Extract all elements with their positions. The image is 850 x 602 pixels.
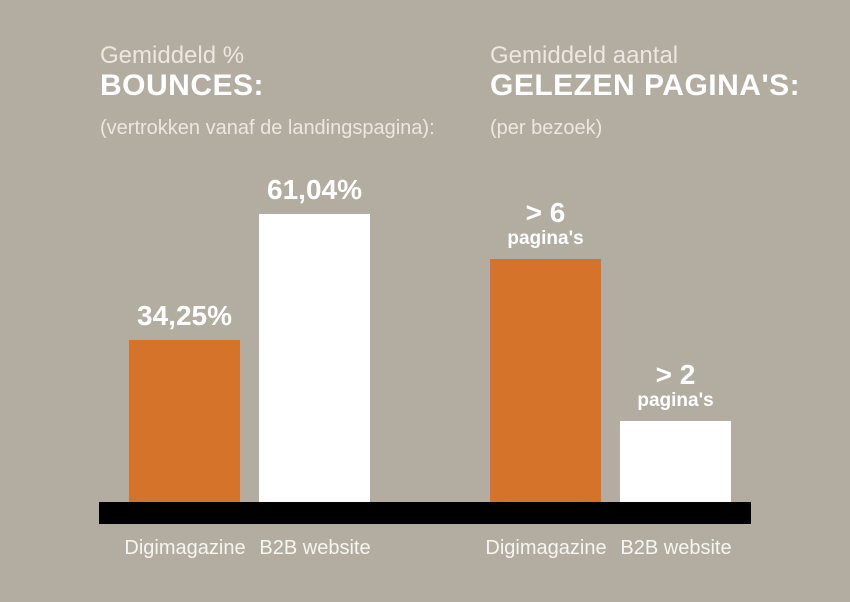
category-label-bounces-digimagazine: Digimagazine [124, 537, 246, 559]
pages-chart-title: Gemiddeld aantal [490, 42, 679, 69]
bar-bounces-digimagazine: 34,25% [129, 301, 240, 502]
bar-value-sub: pagina's [507, 228, 584, 249]
bar-pages-b2b-website: > 2 pagina's [620, 360, 731, 502]
bar-value-sub: pagina's [637, 390, 714, 411]
bar-bounces-b2b-website: 61,04% [259, 175, 370, 502]
bar-value-main: 34,25% [137, 300, 232, 331]
category-label-bounces-b2b-website: B2B website [259, 537, 371, 559]
bar-value-label: 34,25% [137, 301, 232, 331]
bar-value-main: > 2 [655, 359, 696, 390]
bar-value-main: > 6 [525, 197, 566, 228]
bar-value-label: 61,04% [267, 175, 362, 205]
bounces-chart-title: Gemiddeld % [100, 42, 245, 69]
bar-pages-digimagazine: > 6 pagina's [490, 198, 601, 502]
category-label-pages-digimagazine: Digimagazine [485, 537, 607, 559]
bounces-chart-title-emphasis: BOUNCES: [100, 69, 265, 102]
bar-value-main: 61,04% [267, 174, 362, 205]
category-label-pages-b2b-website: B2B website [620, 537, 732, 559]
pages-chart-subtitle: (per bezoek) [490, 117, 603, 139]
bounces-chart-title-block: Gemiddeld % BOUNCES: (vertrokken vanaf d… [100, 42, 435, 139]
bar-value-label: > 6 pagina's [507, 198, 583, 250]
bounces-chart-subtitle: (vertrokken vanaf de landingspagina): [100, 117, 435, 139]
pages-chart-title-block: Gemiddeld aantal GELEZEN PAGINA'S: (per … [490, 42, 800, 139]
x-axis-baseline [99, 502, 751, 524]
bar-value-label: > 2 pagina's [637, 360, 713, 412]
pages-chart-title-emphasis: GELEZEN PAGINA'S: [490, 69, 801, 102]
